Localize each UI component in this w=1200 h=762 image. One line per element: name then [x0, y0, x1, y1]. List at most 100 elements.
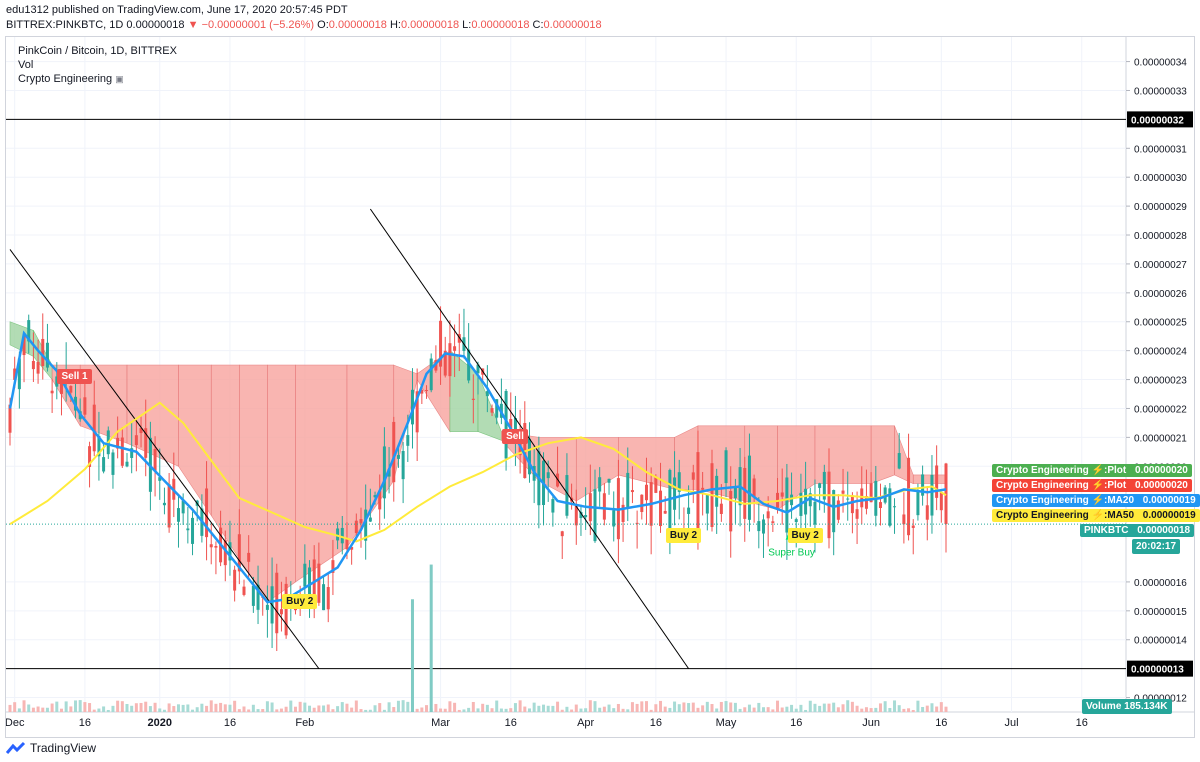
candle-body	[284, 583, 288, 636]
candle-body	[790, 494, 794, 506]
candle-body	[205, 488, 209, 538]
volume-bar	[172, 706, 176, 712]
cloud-band	[210, 364, 240, 560]
candle-body	[724, 450, 728, 484]
volume-bar	[733, 702, 737, 712]
candle-body	[780, 492, 784, 497]
volume-bar	[162, 709, 166, 712]
volume-bar	[944, 706, 948, 712]
volume-bar	[813, 703, 817, 712]
volume-bar	[766, 707, 770, 712]
candle-body	[771, 521, 775, 523]
volume-bar	[893, 700, 897, 712]
candle-body	[92, 404, 96, 452]
volume-bar	[228, 704, 232, 712]
candle-body	[691, 472, 695, 480]
volume-bar	[659, 700, 663, 712]
candle-body	[808, 493, 812, 507]
volume-bar	[392, 707, 396, 712]
candle-body	[97, 435, 101, 457]
candle-body	[888, 488, 892, 526]
volume-bar	[551, 705, 555, 712]
candle-body	[527, 438, 531, 475]
candle-body	[752, 478, 756, 497]
candle-body	[382, 446, 386, 499]
candle-body	[860, 488, 864, 508]
cloud-band	[575, 437, 619, 502]
candle-body	[134, 435, 138, 446]
candle-body	[279, 609, 283, 615]
volume-bar	[219, 702, 223, 712]
candle-body	[663, 510, 667, 514]
candle-body	[785, 477, 789, 533]
volume-bar	[340, 702, 344, 712]
candle-body	[439, 320, 443, 367]
low-value: 0.00000018	[471, 19, 530, 31]
candle-body	[635, 522, 639, 524]
candle-body	[757, 521, 761, 532]
price-tick-label: 0.00000034	[1134, 58, 1187, 69]
legend-title[interactable]: PinkCoin / Bitcoin, 1D, BITTREX	[18, 45, 177, 57]
candle-body	[850, 495, 854, 514]
volume-bar	[97, 708, 101, 712]
volume-bar	[556, 701, 560, 712]
volume-bar	[55, 701, 59, 712]
candle-body	[766, 511, 770, 519]
candle-body	[485, 391, 489, 397]
chart-frame[interactable]: Dec 16 2020 16 Feb Mar 16 Apr 16 May 16 Jun 16 Jul 16 0…	[5, 36, 1200, 738]
bar-countdown: 20:02:17	[1132, 539, 1181, 554]
volume-bar	[158, 708, 162, 712]
candle-body	[687, 507, 691, 514]
volume-bar	[804, 709, 808, 712]
volume-bar	[715, 708, 719, 712]
candle-body	[415, 391, 419, 433]
volume-bar	[827, 703, 831, 712]
candle-body	[626, 472, 630, 509]
volume-bar	[691, 702, 695, 712]
cloud-band	[870, 425, 895, 485]
volume-bar	[69, 706, 73, 712]
candle-body	[565, 475, 569, 516]
ohlc-line: BITTREX:PINKBTC, 1D 0.00000018 ▼ −0.0000…	[6, 19, 602, 31]
volume-bar	[621, 708, 625, 712]
horizontal-level-value: 0.00000032	[1131, 115, 1184, 126]
price-tick-label: 0.00000033	[1134, 86, 1187, 97]
volume-bar	[247, 709, 251, 712]
close-value: 0.00000018	[543, 19, 602, 31]
legend-indicator[interactable]: Crypto Engineering ▣	[18, 73, 124, 85]
volume-bar	[518, 700, 522, 712]
volume-bar	[574, 704, 578, 712]
symbol[interactable]: BITTREX:PINKBTC, 1D	[6, 19, 124, 31]
open-value: 0.00000018	[328, 19, 387, 31]
volume-bar	[822, 703, 826, 712]
price-chart[interactable]: Dec 16 2020 16 Feb Mar 16 Apr 16 May 16 Jun 16 Jul 16 0…	[6, 37, 1194, 737]
footer-brand[interactable]: TradingView	[6, 741, 96, 755]
candle-body	[345, 539, 349, 550]
volume-bar	[836, 707, 840, 712]
candle-body	[120, 437, 124, 466]
volume-bar	[935, 706, 939, 712]
volume-bar	[387, 702, 391, 712]
volume-bar	[167, 703, 171, 712]
volume-bar	[780, 707, 784, 712]
volume-bar	[312, 707, 316, 712]
volume-bar	[106, 709, 110, 712]
volume-bar	[504, 708, 508, 712]
volume-bar	[256, 709, 260, 712]
volume-bar	[153, 702, 157, 712]
candle-body	[17, 358, 21, 390]
volume-bar	[134, 703, 138, 712]
volume-bar	[41, 707, 45, 712]
candle-body	[471, 398, 475, 400]
volume-bar	[743, 707, 747, 712]
volume-bar	[17, 708, 21, 712]
candle-body	[598, 477, 602, 492]
candle-body	[41, 338, 45, 366]
candle-body	[233, 569, 237, 591]
candle-body	[907, 457, 911, 536]
volume-bar	[200, 703, 204, 712]
legend-vol[interactable]: Vol	[18, 59, 34, 71]
volume-bar	[359, 709, 363, 712]
volume-bar	[308, 705, 312, 712]
volume-bar	[261, 709, 265, 712]
